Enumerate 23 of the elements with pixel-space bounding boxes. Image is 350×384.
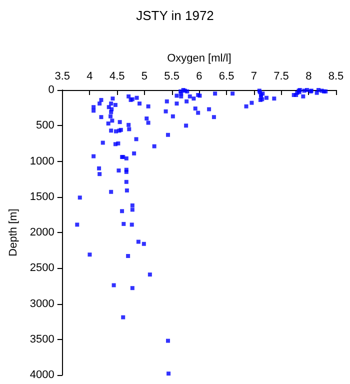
x-tick-label: 8 bbox=[306, 70, 312, 82]
y-tick-label: 1000 bbox=[30, 155, 54, 168]
y-tick-label: 2500 bbox=[30, 262, 54, 274]
x-tick-label: 4 bbox=[86, 70, 93, 82]
x-tick-label: 6.5 bbox=[218, 70, 234, 82]
x-tick-label: 7 bbox=[250, 70, 257, 82]
y-tick-label: 0 bbox=[48, 84, 54, 96]
x-tick-label: 7.5 bbox=[274, 70, 289, 82]
x-tick-label: 5.5 bbox=[164, 70, 180, 82]
x-tick-label: 4.5 bbox=[109, 70, 125, 82]
x-tick-label: 5 bbox=[141, 70, 148, 82]
y-axis-title: Depth [m] bbox=[8, 208, 20, 256]
y-tick-label: 3000 bbox=[30, 298, 54, 310]
x-tick-label: 8.5 bbox=[328, 70, 344, 82]
y-tick-label: 4000 bbox=[30, 369, 54, 381]
x-axis-title: Oxygen [ml/l] bbox=[167, 52, 232, 64]
y-tick-label: 2000 bbox=[30, 226, 54, 238]
y-tick-label: 1500 bbox=[30, 190, 54, 203]
x-tick-label: 3.5 bbox=[54, 70, 70, 82]
x-tick-label: 6 bbox=[196, 70, 202, 82]
chart-title: JSTY in 1972 bbox=[136, 8, 214, 23]
y-tick-label: 3500 bbox=[30, 333, 54, 346]
y-tick-label: 500 bbox=[36, 120, 54, 132]
